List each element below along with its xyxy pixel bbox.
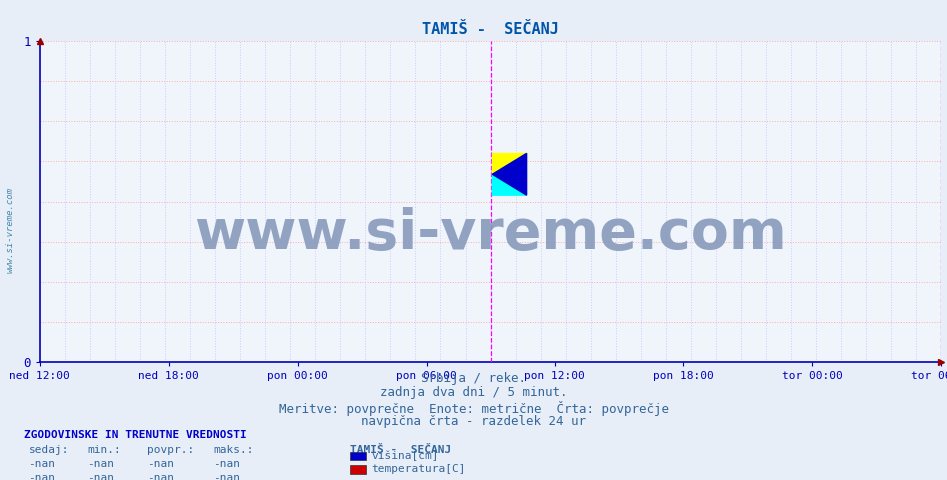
Title: TAMIŠ -  SEČANJ: TAMIŠ - SEČANJ — [422, 22, 559, 37]
Text: -nan: -nan — [87, 459, 115, 469]
Polygon shape — [492, 174, 527, 195]
Text: ZGODOVINSKE IN TRENUTNE VREDNOSTI: ZGODOVINSKE IN TRENUTNE VREDNOSTI — [24, 430, 246, 440]
Text: www.si-vreme.com: www.si-vreme.com — [194, 207, 787, 261]
Text: TAMIŠ -  SEČANJ: TAMIŠ - SEČANJ — [350, 445, 452, 455]
Text: Meritve: povprečne  Enote: metrične  Črta: povprečje: Meritve: povprečne Enote: metrične Črta:… — [278, 401, 669, 416]
Polygon shape — [492, 154, 527, 174]
Text: -nan: -nan — [28, 473, 56, 480]
Polygon shape — [492, 154, 527, 195]
Text: -nan: -nan — [213, 473, 241, 480]
Text: zadnja dva dni / 5 minut.: zadnja dva dni / 5 minut. — [380, 386, 567, 399]
Text: min.:: min.: — [87, 445, 121, 455]
Text: temperatura[C]: temperatura[C] — [371, 465, 466, 474]
Text: sedaj:: sedaj: — [28, 445, 69, 455]
Text: Srbija / reke.: Srbija / reke. — [421, 372, 526, 385]
Text: maks.:: maks.: — [213, 445, 254, 455]
Text: povpr.:: povpr.: — [147, 445, 194, 455]
Text: www.si-vreme.com: www.si-vreme.com — [6, 187, 15, 274]
Text: -nan: -nan — [147, 473, 174, 480]
Text: višina[cm]: višina[cm] — [371, 451, 438, 461]
Text: navpična črta - razdelek 24 ur: navpična črta - razdelek 24 ur — [361, 415, 586, 428]
Text: -nan: -nan — [213, 459, 241, 469]
Text: -nan: -nan — [28, 459, 56, 469]
Text: -nan: -nan — [147, 459, 174, 469]
Text: -nan: -nan — [87, 473, 115, 480]
